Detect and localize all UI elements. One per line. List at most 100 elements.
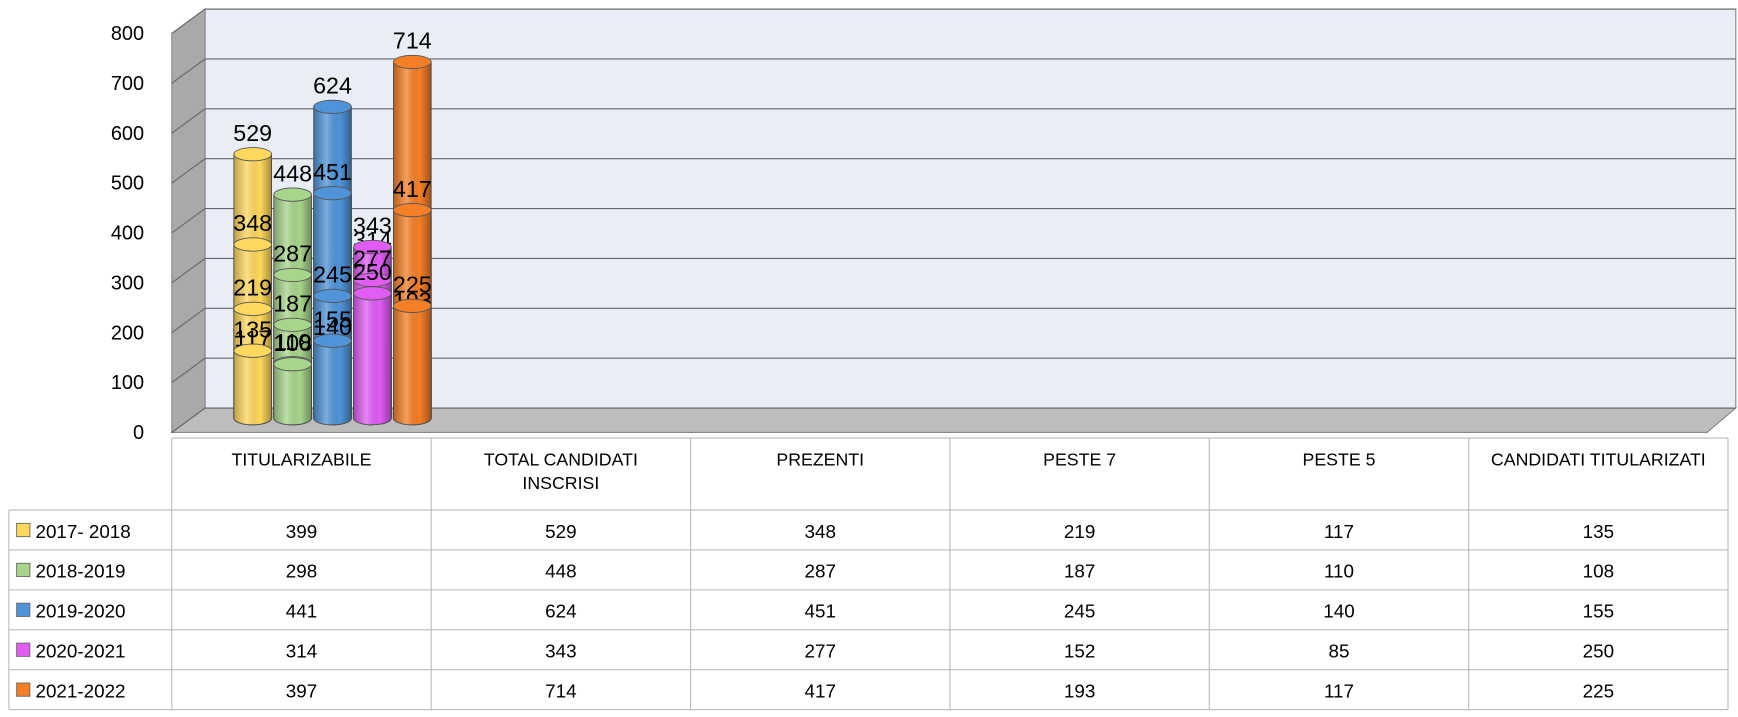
x-tick-label: CANDIDATI TITULARIZATI: [1490, 451, 1706, 471]
y-tick-label: 0: [133, 422, 144, 444]
x-tick-label: PESTE 5: [1302, 451, 1376, 471]
x-tick-label: PREZENTI: [776, 451, 865, 471]
y-tick-label: 500: [111, 173, 144, 195]
bar-top: [233, 343, 273, 358]
legend-swatch: [16, 642, 31, 657]
bar-top: [313, 333, 352, 348]
table-cell: 152: [1064, 640, 1095, 661]
legend-label: 2021-2022: [35, 680, 125, 701]
category-cell: TOTAL CANDIDATI INSCRISI: [483, 451, 638, 494]
legend-label: 2020-2021: [35, 640, 125, 661]
table-cell: 399: [286, 521, 317, 542]
bar-top: [233, 301, 273, 316]
table-cell: 193: [1064, 680, 1095, 701]
table-cell: 287: [805, 561, 836, 582]
value-label: 624: [313, 73, 352, 99]
bar-top: [313, 288, 352, 303]
bar-top: [273, 357, 312, 372]
bar-top: [353, 239, 392, 255]
legend-swatch: [16, 602, 31, 617]
table-cell: 85: [1328, 640, 1349, 661]
bar-top: [273, 267, 312, 283]
x-tick-label: TITULARIZABILE: [231, 451, 372, 471]
bar-shade: [393, 305, 432, 425]
bar-shade: [273, 364, 312, 425]
table-cell: 250: [1583, 640, 1614, 661]
y-tick-label: 800: [111, 23, 144, 45]
legend-swatch: [16, 522, 31, 538]
value-label: 343: [353, 213, 392, 239]
value-label: 245: [313, 262, 352, 288]
table-cell: 277: [805, 640, 836, 661]
value-label: 250: [353, 259, 392, 285]
grid-line: [171, 8, 206, 34]
value-label: 714: [393, 28, 432, 54]
grid-line: [171, 58, 206, 84]
table-cell: 343: [545, 640, 576, 661]
category-cell: PESTE 7: [1043, 451, 1117, 471]
value-label: 225: [393, 272, 432, 298]
y-tick-label: 100: [111, 372, 144, 394]
value-label: 187: [273, 290, 312, 316]
y-tick-label: 300: [111, 272, 144, 294]
table-cell: 529: [545, 521, 576, 542]
table-cell: 225: [1583, 680, 1614, 701]
grid-line: [171, 307, 206, 334]
category-cell: PESTE 5: [1302, 451, 1376, 471]
value-label: 448: [273, 160, 312, 186]
table-cell: 624: [545, 601, 576, 622]
bar-shade: [313, 340, 352, 425]
grid-line: [171, 208, 206, 234]
grid-line: [171, 158, 206, 184]
value-label: 135: [233, 316, 272, 342]
bar-top: [313, 99, 352, 114]
grid-line: [171, 357, 206, 384]
value-label: 348: [233, 210, 272, 236]
table-cell: 117: [1324, 521, 1354, 542]
bar-top: [393, 298, 432, 313]
table-cell: 135: [1583, 521, 1614, 542]
y-tick-label: 600: [111, 123, 144, 145]
y-tick-label: 700: [111, 73, 144, 95]
bar-top: [233, 237, 273, 252]
legend-swatch: [16, 562, 31, 578]
legend-label: 2018-2019: [35, 561, 125, 582]
bar-top: [393, 202, 432, 218]
value-label: 108: [273, 330, 312, 356]
table-cell: 117: [1324, 680, 1354, 701]
value-label: 219: [233, 275, 272, 301]
table-cell: 348: [805, 521, 836, 542]
table-cell: 314: [286, 640, 317, 661]
table-cell: 441: [286, 601, 317, 622]
value-label: 529: [233, 120, 272, 146]
bar-shade: [233, 350, 272, 425]
x-tick-label: PESTE 7: [1043, 451, 1117, 471]
table-cell: 108: [1583, 561, 1614, 582]
value-label: 451: [313, 159, 352, 185]
bar-top: [273, 187, 312, 202]
value-label: 287: [273, 241, 312, 267]
category-cell: TITULARIZABILE: [231, 451, 372, 471]
table-cell: 451: [805, 601, 836, 622]
legend-swatch: [16, 682, 31, 697]
category-cell: PREZENTI: [776, 451, 865, 471]
x-tick-label: TOTAL CANDIDATI INSCRISI: [483, 451, 638, 494]
table-cell: 140: [1323, 601, 1354, 622]
table-cell: 219: [1064, 521, 1095, 542]
value-label: 155: [313, 306, 352, 332]
bar-shade: [353, 293, 392, 425]
value-label: 277: [353, 246, 392, 272]
bar-top: [313, 186, 352, 201]
bar-top: [233, 147, 273, 162]
grid-line: [171, 108, 206, 134]
value-label: 417: [393, 176, 432, 202]
bar-top: [273, 317, 312, 332]
bar-top: [393, 54, 432, 70]
category-cell: CANDIDATI TITULARIZATI: [1490, 451, 1706, 471]
table-cell: 714: [545, 680, 576, 701]
table-cell: 448: [545, 561, 576, 582]
table-cell: 155: [1583, 601, 1614, 622]
grid-line: [171, 407, 206, 433]
table-cell: 397: [286, 680, 317, 701]
